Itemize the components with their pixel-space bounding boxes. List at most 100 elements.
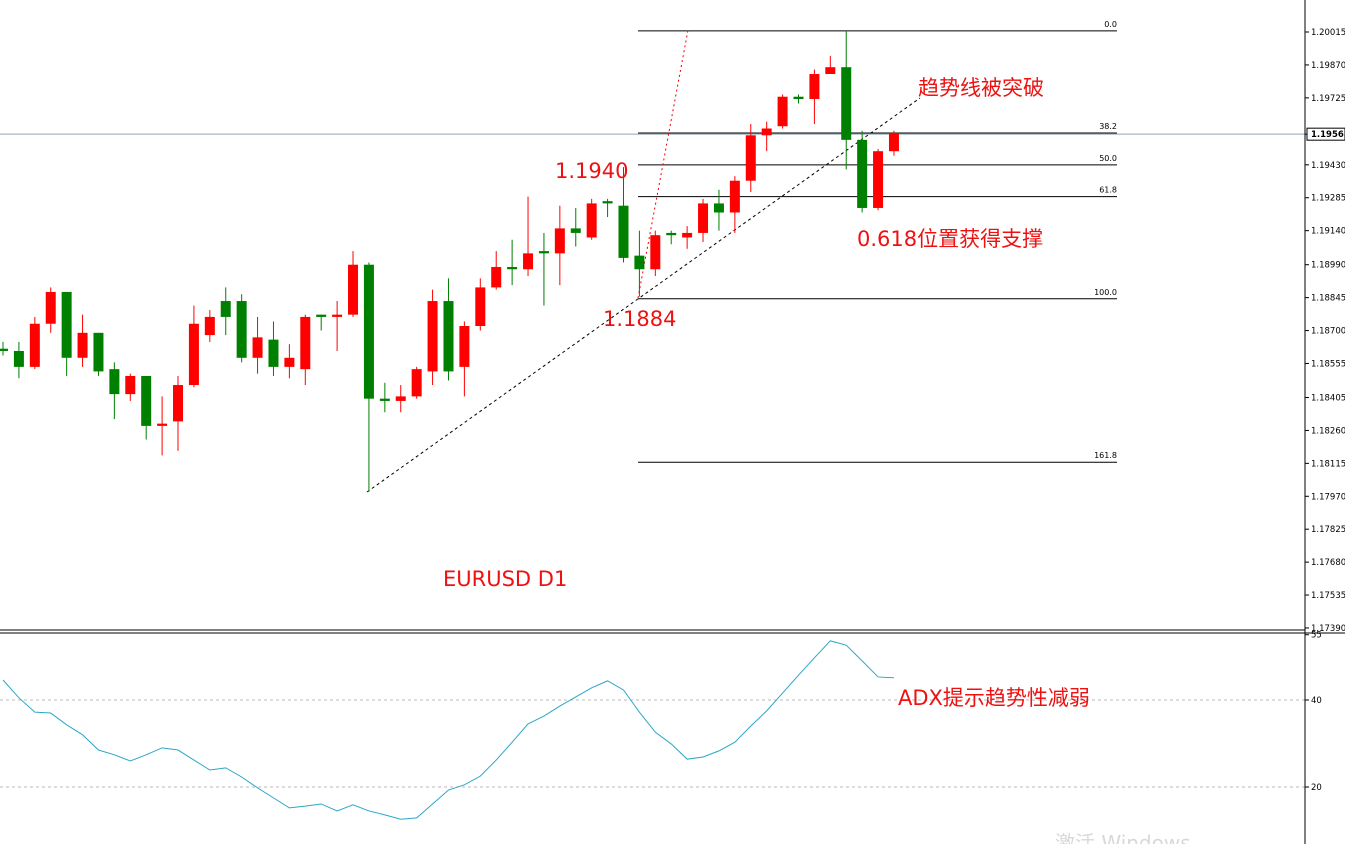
candle-body (77, 332, 88, 358)
candle-body (109, 369, 120, 395)
y-tick-label: 1.17825 (1311, 525, 1345, 535)
candle-body (13, 350, 24, 367)
candle-body (316, 314, 327, 317)
candle-body (523, 253, 534, 270)
candle-body (204, 316, 215, 336)
candle-body (379, 398, 390, 401)
candle-body (395, 396, 406, 401)
candle-body (443, 301, 454, 372)
candle-body (825, 67, 836, 75)
candle-body (459, 326, 470, 367)
candle-body (666, 232, 677, 236)
fib-handle (637, 29, 689, 299)
y-tick-label: 1.18845 (1311, 294, 1345, 304)
fib-label: 161.8 (1094, 451, 1117, 460)
candle-body (888, 133, 899, 152)
candle-body (284, 357, 295, 367)
y-tick-label: 1.17535 (1311, 591, 1345, 601)
annotation: 1.1940 (555, 159, 628, 183)
candle-body (507, 266, 518, 270)
candle-body (618, 205, 629, 258)
candle-body (220, 301, 231, 317)
watermark: 激活 Windows (1055, 831, 1191, 844)
candle-body (857, 139, 868, 208)
marks-layer (0, 30, 899, 820)
candle-body (713, 203, 724, 213)
y-tick-label: 1.18990 (1311, 261, 1345, 271)
candle-body (729, 180, 740, 213)
fib-label: 50.0 (1099, 154, 1117, 163)
adx-line (2, 640, 894, 820)
y-tick-label: 20 (1311, 783, 1322, 793)
fib-label: 38.2 (1099, 122, 1117, 131)
candle-body (427, 301, 438, 372)
candle-body (125, 375, 136, 395)
candle-body (61, 291, 72, 358)
candle-body (252, 337, 263, 358)
candle-body (793, 96, 804, 99)
annotation: 0.618位置获得支撑 (857, 227, 1043, 251)
candle-body (45, 291, 56, 324)
candle-body (475, 287, 486, 327)
y-tick-label: 1.19285 (1311, 194, 1345, 204)
candle-body (157, 423, 168, 426)
candle-body (348, 264, 359, 315)
candle-body (570, 228, 581, 233)
y-tick-label: 40 (1311, 696, 1322, 706)
candle-body (841, 67, 852, 140)
candle-body (268, 339, 279, 367)
fib-label: 0.0 (1104, 20, 1117, 29)
annotation: ADX提示趋势性减弱 (898, 686, 1090, 710)
candle-body (0, 348, 8, 351)
fib-label: 100.0 (1094, 288, 1117, 297)
y-tick-label: 1.19565 (1311, 130, 1345, 140)
y-tick-label: 1.18115 (1311, 459, 1345, 469)
candle-body (873, 151, 884, 208)
candle-body (777, 96, 788, 127)
y-tick-label: 1.18555 (1311, 359, 1345, 369)
candle-body (586, 203, 597, 238)
candle-body (682, 232, 693, 238)
candle-body (698, 203, 709, 233)
candle-body (491, 266, 502, 288)
annotation: 趋势线被突破 (918, 76, 1044, 100)
candle-body (141, 375, 152, 426)
candle-body (188, 323, 199, 386)
y-tick-label: 1.17970 (1311, 492, 1345, 502)
y-tick-label: 1.18260 (1311, 426, 1345, 436)
candle-body (411, 369, 422, 397)
y-tick-label: 1.17680 (1311, 558, 1345, 568)
y-tick-label: 1.18700 (1311, 327, 1345, 337)
candle-body (332, 314, 343, 317)
candle-body (761, 128, 772, 136)
candle-body (300, 316, 311, 370)
candle-body (538, 251, 549, 254)
candle-body (236, 301, 247, 358)
y-tick-label: 1.19870 (1311, 61, 1345, 71)
candle-body (634, 255, 645, 270)
candle-body (29, 323, 40, 367)
trend-line (366, 97, 921, 493)
y-tick-label: 1.20015 (1311, 28, 1345, 38)
y-tick-label: 1.19725 (1311, 94, 1345, 104)
last-price-box (1306, 127, 1345, 141)
y-tick-label: 1.18405 (1311, 394, 1345, 404)
y-tick-label: 1.17390 (1311, 624, 1345, 634)
chart-title: EURUSD D1 (443, 567, 567, 591)
candle-body (93, 332, 104, 372)
candle-body (602, 201, 613, 204)
candle-body (809, 74, 820, 99)
y-tick-label: 55 (1311, 631, 1322, 641)
candle-body (554, 228, 565, 254)
y-tick-label: 1.19430 (1311, 161, 1345, 171)
candle-body (173, 385, 184, 422)
candle-body (745, 135, 756, 181)
candle-body (363, 264, 374, 399)
y-tick-label: 1.19140 (1311, 227, 1345, 237)
fib-label: 61.8 (1099, 186, 1117, 195)
candle-body (650, 235, 661, 270)
annotation: 1.1884 (603, 307, 676, 331)
